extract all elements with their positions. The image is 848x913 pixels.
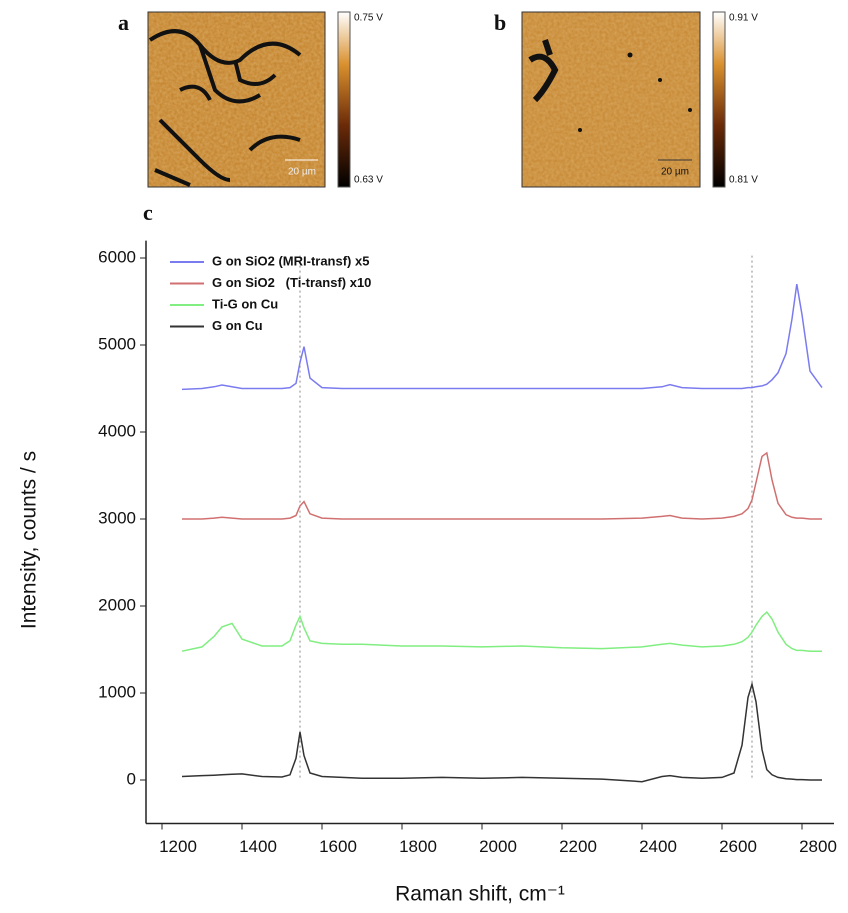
afm-image-b	[521, 11, 701, 188]
x-tick-label: 1400	[239, 837, 277, 856]
y-tick-label: 1000	[98, 682, 136, 701]
colorbar-max: 0.91 V	[729, 13, 758, 24]
y-tick-label: 5000	[98, 334, 136, 353]
y-axis-label: Intensity, counts / s	[18, 451, 41, 629]
y-tick-label: 4000	[98, 421, 136, 440]
y-tick-label: 2000	[98, 595, 136, 614]
panel-label: a	[118, 10, 129, 35]
x-tick-label: 1600	[319, 837, 357, 856]
colorbar-min: 0.81 V	[729, 175, 758, 186]
panel-label: b	[494, 10, 506, 35]
y-tick-label: 3000	[98, 508, 136, 527]
x-tick-label: 1200	[159, 837, 197, 856]
x-tick-label: 2800	[799, 837, 837, 856]
afm-image-a	[147, 11, 326, 188]
x-tick-label: 2600	[719, 837, 757, 856]
panel-label: c	[143, 200, 153, 225]
colorbar-max: 0.75 V	[354, 13, 383, 24]
colorbar-a	[337, 11, 351, 188]
plot: 1200 1400 1600 1800 2000 2200 2400 2600 2800 0 100…	[98, 240, 837, 856]
x-tick-label: 2400	[639, 837, 677, 856]
x-axis-label: Raman shift, cm⁻¹	[395, 883, 565, 906]
scale-bar-label: 20 µm	[288, 167, 316, 178]
legend-label: G on SiO2 (MRI-transf) x5	[212, 253, 369, 268]
y-tick-label: 0	[127, 769, 136, 788]
scale-bar-label: 20 µm	[661, 167, 689, 178]
x-tick-label: 2200	[559, 837, 597, 856]
colorbar-min: 0.63 V	[354, 175, 383, 186]
legend-label: G on SiO2 (Ti-transf) x10	[212, 275, 371, 290]
series-line	[181, 610, 822, 652]
legend-label: Ti-G on Cu	[212, 296, 278, 311]
series-line	[181, 681, 822, 783]
x-tick-label: 1800	[399, 837, 437, 856]
series-line	[182, 451, 822, 520]
series-line	[181, 283, 823, 391]
colorbar-b	[712, 11, 726, 188]
y-tick-label: 6000	[98, 247, 136, 266]
x-tick-label: 2000	[479, 837, 517, 856]
legend-label: G on Cu	[212, 318, 263, 333]
